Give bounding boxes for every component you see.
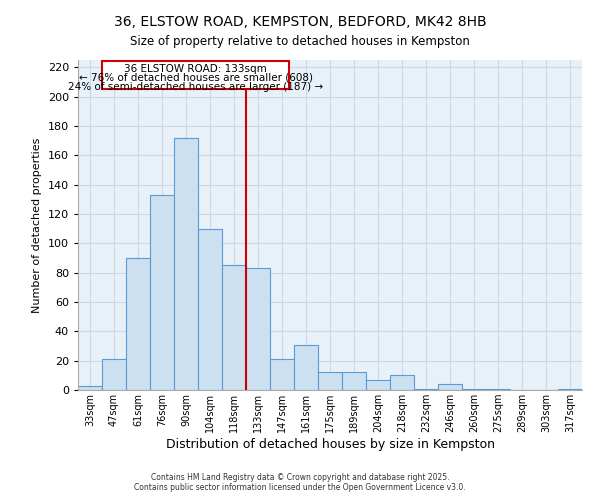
Text: Contains HM Land Registry data © Crown copyright and database right 2025.
Contai: Contains HM Land Registry data © Crown c… [134, 473, 466, 492]
Bar [246, 268, 270, 390]
Bar [78, 386, 102, 390]
X-axis label: Distribution of detached houses by size in Kempston: Distribution of detached houses by size … [166, 438, 494, 451]
Text: 36 ELSTOW ROAD: 133sqm: 36 ELSTOW ROAD: 133sqm [124, 64, 267, 74]
Bar [390, 376, 414, 390]
Bar [294, 344, 318, 390]
Text: 36, ELSTOW ROAD, KEMPSTON, BEDFORD, MK42 8HB: 36, ELSTOW ROAD, KEMPSTON, BEDFORD, MK42… [113, 15, 487, 29]
Y-axis label: Number of detached properties: Number of detached properties [32, 138, 42, 312]
Bar [222, 266, 246, 390]
Bar [438, 384, 462, 390]
Bar [174, 138, 198, 390]
Text: ← 76% of detached houses are smaller (608): ← 76% of detached houses are smaller (60… [79, 73, 313, 83]
Bar [102, 62, 289, 90]
Bar [462, 388, 486, 390]
Bar [270, 359, 294, 390]
Bar [366, 380, 390, 390]
Bar [318, 372, 342, 390]
Bar [414, 388, 438, 390]
Bar [150, 195, 174, 390]
Bar [342, 372, 366, 390]
Text: Size of property relative to detached houses in Kempston: Size of property relative to detached ho… [130, 35, 470, 48]
Text: 24% of semi-detached houses are larger (187) →: 24% of semi-detached houses are larger (… [68, 82, 323, 92]
Bar [198, 228, 222, 390]
Bar [102, 359, 126, 390]
Bar [486, 388, 510, 390]
Bar [558, 388, 582, 390]
Bar [126, 258, 150, 390]
